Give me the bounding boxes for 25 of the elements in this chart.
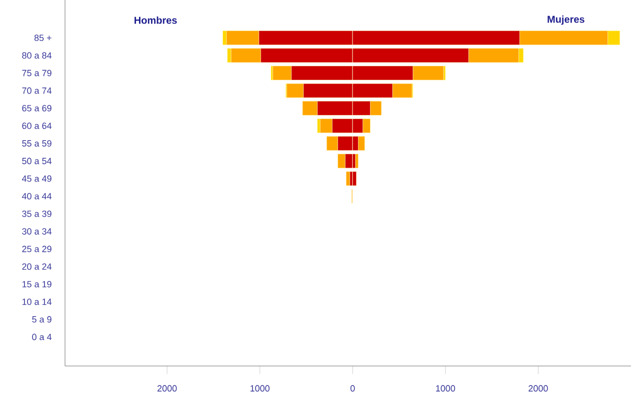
y-tick-label: 80 a 84 [22, 52, 52, 59]
y-tick-label: 60 a 64 [22, 122, 52, 129]
y-tick-label: 0 a 4 [32, 334, 52, 340]
y-tick-label: 85 + [34, 34, 52, 42]
y-tick-label: 25 a 29 [22, 246, 52, 252]
y-tick-label: 70 a 74 [22, 87, 52, 94]
y-tick-label: 50 a 54 [22, 158, 52, 164]
y-tick-label: 5 a 9 [32, 316, 52, 323]
y-tick-label: 65 a 69 [22, 105, 52, 112]
y-tick-label: 40 a 44 [22, 193, 52, 200]
y-tick-label: 10 a 14 [22, 298, 52, 305]
text: Mujeres [548, 15, 584, 25]
x-tick-label: 2000 [158, 385, 177, 392]
y-tick-label: 35 a 39 [22, 210, 52, 217]
x-tick-label: 2000 [528, 385, 548, 392]
x-tick-label: 1000 [436, 385, 456, 392]
y-tick-label: 75 a 79 [22, 70, 52, 76]
y-tick-label: 55 a 59 [22, 140, 52, 147]
x-tick-label: 0 [350, 385, 355, 392]
text: Hombres [134, 16, 177, 24]
y-tick-label: 45 a 49 [22, 175, 52, 182]
y-tick-label: 30 a 34 [22, 228, 52, 235]
y-tick-label: 15 a 19 [22, 280, 52, 288]
y-tick-label: 20 a 24 [22, 263, 52, 270]
x-tick-label: 1000 [250, 385, 270, 392]
